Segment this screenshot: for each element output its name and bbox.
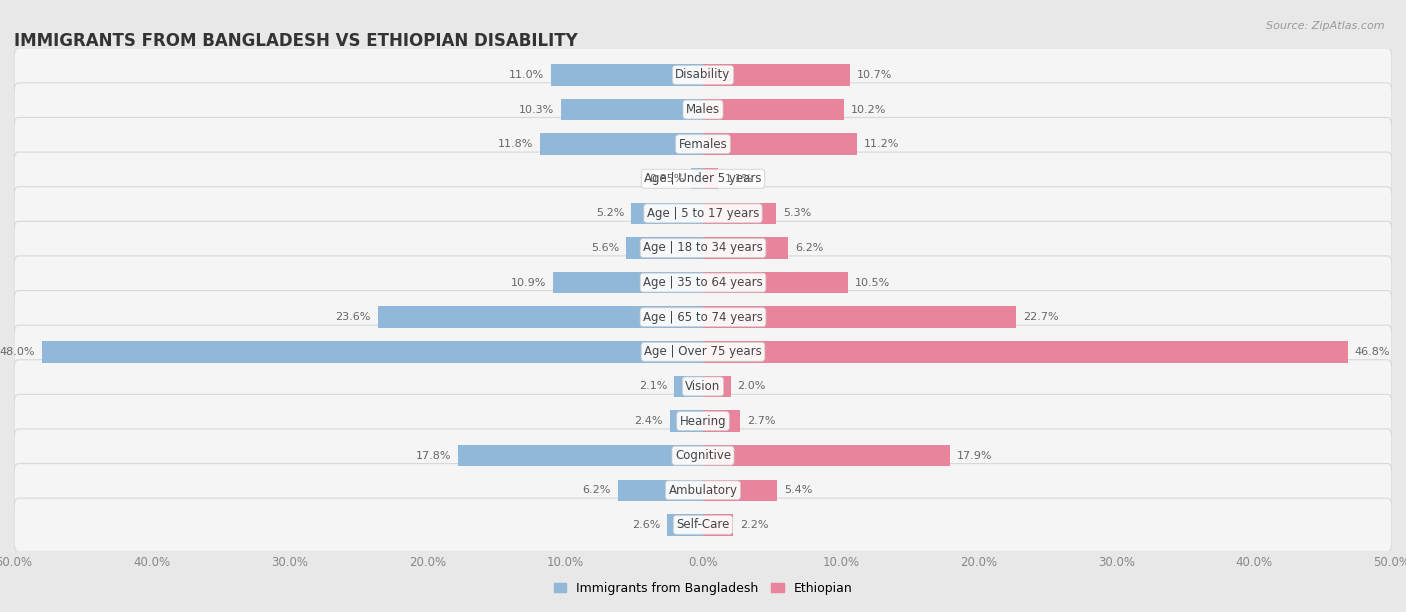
Text: Ambulatory: Ambulatory xyxy=(668,483,738,497)
Text: 5.6%: 5.6% xyxy=(591,243,619,253)
Text: 2.2%: 2.2% xyxy=(740,520,769,530)
Text: 2.1%: 2.1% xyxy=(638,381,668,392)
Bar xyxy=(703,341,1348,362)
Text: 2.7%: 2.7% xyxy=(747,416,776,426)
Bar xyxy=(458,445,703,466)
Bar xyxy=(703,203,776,224)
Bar xyxy=(42,341,703,362)
FancyBboxPatch shape xyxy=(14,83,1392,136)
Text: Age | Over 75 years: Age | Over 75 years xyxy=(644,345,762,358)
Text: 10.3%: 10.3% xyxy=(519,105,554,114)
Bar xyxy=(540,133,703,155)
Bar xyxy=(668,514,703,536)
Bar xyxy=(703,445,949,466)
Bar xyxy=(703,272,848,293)
Text: Males: Males xyxy=(686,103,720,116)
Bar xyxy=(703,64,851,86)
Text: 6.2%: 6.2% xyxy=(582,485,610,495)
Text: 1.1%: 1.1% xyxy=(725,174,754,184)
Bar xyxy=(617,480,703,501)
Text: 5.2%: 5.2% xyxy=(596,208,624,218)
Text: 10.2%: 10.2% xyxy=(851,105,886,114)
Text: 2.4%: 2.4% xyxy=(634,416,664,426)
Bar xyxy=(703,410,740,431)
Text: Age | 35 to 64 years: Age | 35 to 64 years xyxy=(643,276,763,289)
Text: Age | 18 to 34 years: Age | 18 to 34 years xyxy=(643,242,763,255)
Bar xyxy=(551,64,703,86)
FancyBboxPatch shape xyxy=(14,222,1392,275)
Bar xyxy=(626,237,703,259)
Bar xyxy=(692,168,703,190)
Text: 23.6%: 23.6% xyxy=(336,312,371,322)
Text: 17.8%: 17.8% xyxy=(415,450,451,461)
Text: 48.0%: 48.0% xyxy=(0,347,35,357)
Bar xyxy=(703,133,858,155)
Text: Disability: Disability xyxy=(675,69,731,81)
FancyBboxPatch shape xyxy=(14,48,1392,102)
FancyBboxPatch shape xyxy=(14,394,1392,447)
FancyBboxPatch shape xyxy=(14,325,1392,378)
Bar xyxy=(669,410,703,431)
FancyBboxPatch shape xyxy=(14,360,1392,413)
Bar xyxy=(703,480,778,501)
Bar xyxy=(631,203,703,224)
Text: 2.0%: 2.0% xyxy=(738,381,766,392)
Text: Vision: Vision xyxy=(685,380,721,393)
FancyBboxPatch shape xyxy=(14,463,1392,517)
FancyBboxPatch shape xyxy=(14,498,1392,551)
Text: 10.7%: 10.7% xyxy=(858,70,893,80)
Bar xyxy=(378,307,703,328)
Text: 11.0%: 11.0% xyxy=(509,70,544,80)
Text: Age | Under 5 years: Age | Under 5 years xyxy=(644,172,762,185)
FancyBboxPatch shape xyxy=(14,429,1392,482)
Text: 11.2%: 11.2% xyxy=(865,139,900,149)
Text: IMMIGRANTS FROM BANGLADESH VS ETHIOPIAN DISABILITY: IMMIGRANTS FROM BANGLADESH VS ETHIOPIAN … xyxy=(14,32,578,50)
Bar xyxy=(703,237,789,259)
Bar xyxy=(553,272,703,293)
Text: 22.7%: 22.7% xyxy=(1022,312,1059,322)
Text: 11.8%: 11.8% xyxy=(498,139,533,149)
Text: Self-Care: Self-Care xyxy=(676,518,730,531)
Text: Hearing: Hearing xyxy=(679,414,727,428)
FancyBboxPatch shape xyxy=(14,291,1392,344)
Text: 2.6%: 2.6% xyxy=(631,520,661,530)
Bar xyxy=(703,307,1015,328)
Text: Source: ZipAtlas.com: Source: ZipAtlas.com xyxy=(1267,21,1385,31)
FancyBboxPatch shape xyxy=(14,152,1392,206)
Bar xyxy=(703,514,734,536)
Text: Age | 65 to 74 years: Age | 65 to 74 years xyxy=(643,311,763,324)
Text: 10.5%: 10.5% xyxy=(855,278,890,288)
Text: Females: Females xyxy=(679,138,727,151)
Bar xyxy=(703,376,731,397)
FancyBboxPatch shape xyxy=(14,118,1392,171)
Text: 10.9%: 10.9% xyxy=(510,278,546,288)
Text: 5.3%: 5.3% xyxy=(783,208,811,218)
Bar xyxy=(673,376,703,397)
Bar xyxy=(703,168,718,190)
Text: 17.9%: 17.9% xyxy=(956,450,993,461)
Text: 0.85%: 0.85% xyxy=(650,174,685,184)
Text: 46.8%: 46.8% xyxy=(1355,347,1391,357)
Text: 5.4%: 5.4% xyxy=(785,485,813,495)
Bar xyxy=(703,99,844,120)
Text: Age | 5 to 17 years: Age | 5 to 17 years xyxy=(647,207,759,220)
Text: Cognitive: Cognitive xyxy=(675,449,731,462)
FancyBboxPatch shape xyxy=(14,256,1392,309)
Text: 6.2%: 6.2% xyxy=(796,243,824,253)
FancyBboxPatch shape xyxy=(14,187,1392,240)
Legend: Immigrants from Bangladesh, Ethiopian: Immigrants from Bangladesh, Ethiopian xyxy=(548,577,858,600)
Bar xyxy=(561,99,703,120)
